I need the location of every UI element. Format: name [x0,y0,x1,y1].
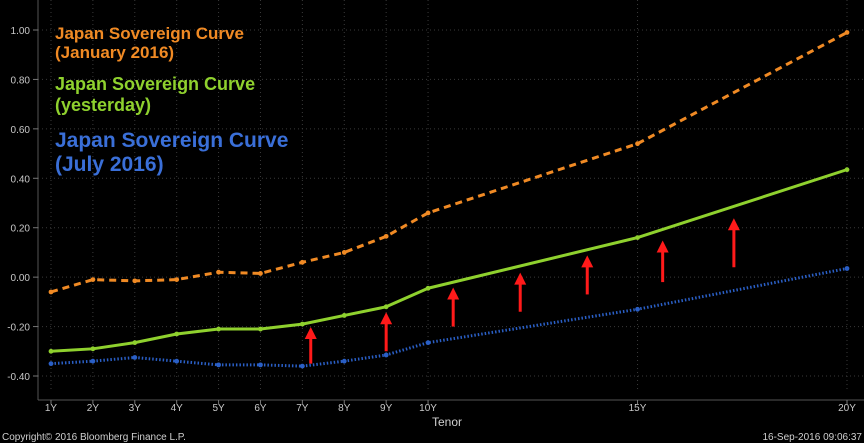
x-tick-label: 3Y [129,403,142,414]
x-axis-title: Tenor [432,415,462,429]
x-tick-label: 5Y [212,403,225,414]
legend-july-line2: (July 2016) [55,153,164,176]
arrow-head [656,240,669,253]
data-point [425,285,431,291]
arrow-head [304,327,317,340]
series-line-0 [50,31,848,294]
data-point [635,306,640,312]
footer-copyright: Copyright© 2016 Bloomberg Finance L.P. [2,432,186,443]
data-point [844,30,850,35]
y-axis-ticks: 1.00 0.80 0.60 0.40 0.20 0.00 -0.20 -0.40 [7,26,38,383]
arrow-head [727,218,740,231]
data-point [174,277,180,283]
data-point [216,362,221,368]
x-tick-label: 15Y [629,403,647,414]
footer-timestamp: 16-Sep-2016 09:06:37 [762,432,862,443]
x-tick-label: 8Y [338,403,351,414]
data-point [48,348,54,354]
data-point [90,277,96,283]
y-tick-label: 0.80 [11,75,31,86]
y-tick-label: -0.20 [7,323,30,334]
data-point [299,321,305,327]
y-tick-label: 0.00 [11,273,31,284]
x-tick-label: 7Y [296,403,309,414]
y-tick-label: 0.40 [11,174,31,185]
data-point [132,278,138,284]
data-point [299,363,305,369]
series-line-1 [50,168,848,353]
data-point [90,346,96,352]
data-point [383,352,389,358]
data-point [299,259,305,265]
arrow-head [447,287,460,300]
data-point [383,304,389,310]
data-point [132,340,138,346]
legend-yesterday-line1: Japan Sovereign Curve [55,74,255,94]
legend-january-line2: (January 2016) [55,43,174,62]
data-point [635,141,640,147]
series-line-2 [50,267,848,368]
data-point [425,340,431,346]
data-point [341,358,347,364]
y-tick-label: -0.40 [7,372,30,383]
data-point [132,355,138,360]
data-point [383,233,389,239]
data-point [425,210,431,216]
data-point [48,361,54,367]
data-point [844,167,850,173]
x-tick-label: 4Y [171,403,184,414]
legend-july-line1: Japan Sovereign Curve [55,129,288,152]
data-point [844,266,850,271]
data-point [341,313,347,318]
data-point [174,358,180,364]
data-point [48,289,54,295]
data-point [258,271,263,276]
data-point [258,362,263,368]
x-axis-ticks: 1Y 2Y 3Y 4Y 5Y 6Y 7Y 8Y 9Y 10Y 15Y 20Y [45,400,856,414]
data-point [174,331,180,337]
data-point [258,326,263,332]
x-tick-label: 10Y [419,403,437,414]
legend-january-line1: Japan Sovereign Curve [55,24,244,43]
arrow-head [581,255,594,268]
data-point [216,326,221,332]
grid [37,0,864,401]
data-point [635,235,640,241]
legend: Japan Sovereign Curve (January 2016) Jap… [55,24,288,176]
y-tick-label: 0.60 [11,125,31,136]
x-tick-label: 9Y [380,403,393,414]
data-point [341,250,347,255]
y-tick-label: 0.20 [11,224,31,235]
x-tick-label: 2Y [87,403,100,414]
data-point [90,358,96,364]
arrow-head [380,312,393,325]
data-point [216,269,221,275]
y-tick-label: 1.00 [11,26,31,37]
arrow-head [514,272,527,285]
arrow-annotations [304,218,740,364]
legend-yesterday-line2: (yesterday) [55,95,151,115]
series-lines [48,30,850,369]
x-tick-label: 6Y [254,403,267,414]
x-tick-label: 20Y [838,403,856,414]
x-tick-label: 1Y [45,403,58,414]
